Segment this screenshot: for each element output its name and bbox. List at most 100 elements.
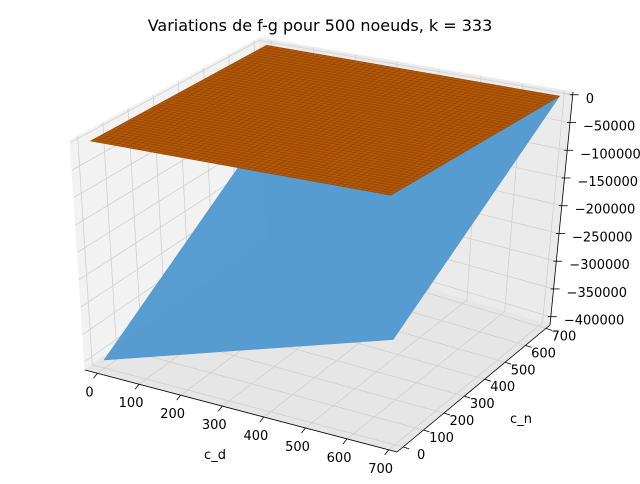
grid-line-y <box>77 135 404 448</box>
surface-mesh-line <box>220 70 516 123</box>
z-tick-label: −50000 <box>583 120 635 135</box>
surface-mesh-line <box>360 90 531 190</box>
surface-mesh-line <box>196 83 493 136</box>
surface-mesh-line <box>366 91 537 192</box>
surface-mesh-line <box>245 56 540 109</box>
y-tick-label: 600 <box>531 346 556 361</box>
y-axis-line <box>396 324 551 453</box>
surface-mesh-line <box>282 77 455 176</box>
surfaces <box>89 44 561 361</box>
surface-mesh-line <box>213 73 509 127</box>
surface-mesh-line <box>185 89 482 142</box>
grid-line-x <box>346 83 524 440</box>
surface-mesh-line <box>354 89 525 189</box>
surface-mesh-line <box>384 94 554 195</box>
surface-mesh-line <box>318 83 490 183</box>
y-tick-mark <box>484 378 491 382</box>
x-tick-mark <box>342 438 348 445</box>
x-tick-mark <box>176 394 181 401</box>
surface-mesh-line <box>266 45 560 97</box>
surface-mesh-line <box>330 85 502 185</box>
surface-mesh-line <box>210 75 506 129</box>
y-tick-label: 700 <box>552 329 577 344</box>
surface-mesh-line <box>217 71 513 125</box>
x-tick-label: 600 <box>327 451 352 466</box>
y-tick-mark <box>545 328 553 331</box>
x-tick-mark <box>384 449 389 456</box>
tick-labels: 0 100 200 300 400 500 600 700 0 100 200 300 400 500 60… <box>85 92 640 477</box>
surface-mesh-line <box>206 77 503 131</box>
y-tick-mark <box>443 412 451 416</box>
surface-mesh-line <box>294 79 466 179</box>
surface-mesh-line <box>306 81 478 181</box>
y-tick-mark <box>504 361 512 365</box>
surface-mesh-line <box>300 80 472 180</box>
surface-mesh-line <box>199 81 496 134</box>
y-tick-label: 0 <box>417 448 425 463</box>
y-tick-label: 400 <box>490 380 515 395</box>
grid-line-x <box>388 90 565 451</box>
surface-mesh-line <box>336 86 507 186</box>
chart-title: Variations de f-g pour 500 noeuds, k = 3… <box>148 16 493 35</box>
surface-mesh-line <box>378 93 548 194</box>
surface-mesh-line <box>342 87 513 187</box>
z-tick-label: 0 <box>586 92 594 107</box>
x-tick-label: 100 <box>119 396 144 411</box>
z-tick-label: −350000 <box>567 286 628 301</box>
x-tick-label: 200 <box>160 407 185 422</box>
surface-mesh-line <box>263 47 557 99</box>
y-tick-mark <box>423 429 430 433</box>
y-tick-label: 300 <box>470 397 495 412</box>
surface-mesh-line <box>259 48 553 101</box>
surface-mesh-line <box>246 71 420 170</box>
surface-mesh-line <box>241 58 536 111</box>
surface-mesh-line <box>234 62 530 115</box>
surface-mesh-line <box>248 54 543 107</box>
surface-mesh-line <box>182 91 479 144</box>
surface-mesh-line <box>390 96 560 196</box>
surface-mesh-line <box>276 76 449 175</box>
x-tick-mark <box>217 405 223 412</box>
surface-mesh-line <box>264 74 437 173</box>
z-tick-label: −400000 <box>564 314 625 329</box>
x-tick-label: 500 <box>285 440 310 455</box>
z-tick-label: −300000 <box>569 258 630 273</box>
surface-mesh-line <box>227 66 523 119</box>
x-tick-label: 0 <box>85 385 93 400</box>
surface-mesh-line <box>256 50 550 103</box>
y-tick-label: 500 <box>511 363 536 378</box>
axis-lines <box>84 91 579 456</box>
x-tick-label: 700 <box>368 462 393 477</box>
z-tick-label: −250000 <box>572 230 633 245</box>
x-tick-mark <box>134 383 140 390</box>
z-tick-label: −150000 <box>578 175 639 190</box>
y-axis-label: c_n <box>510 412 532 427</box>
z-axis-line <box>549 91 574 326</box>
surface-mesh-line <box>192 85 489 138</box>
surface-mesh-line <box>252 72 425 171</box>
x-tick-mark <box>301 427 306 434</box>
y-tick-label: 100 <box>429 431 454 446</box>
x-tick-mark <box>259 416 265 423</box>
surface-mesh-line <box>312 82 484 182</box>
x-axis-label: c_d <box>204 448 226 463</box>
surface-mesh-line <box>288 78 461 177</box>
y-tick-mark <box>402 446 410 450</box>
x-tick-mark <box>93 373 98 379</box>
surface-mesh-line <box>348 88 519 188</box>
x-axis-line <box>84 369 398 453</box>
surface-mesh-line <box>203 79 499 132</box>
surface-mesh-line <box>258 73 431 172</box>
grid-line-z <box>70 39 573 144</box>
surface-mesh-line <box>324 84 496 184</box>
y-tick-label: 200 <box>450 414 475 429</box>
x-tick-label: 400 <box>243 429 268 444</box>
surface-mesh-line <box>270 75 443 174</box>
surface-mesh-line <box>189 87 486 140</box>
x-tick-label: 300 <box>202 418 227 433</box>
surface-mesh-line <box>252 52 547 105</box>
surface-mesh-line <box>231 64 526 117</box>
surface-mesh-line <box>178 92 476 146</box>
